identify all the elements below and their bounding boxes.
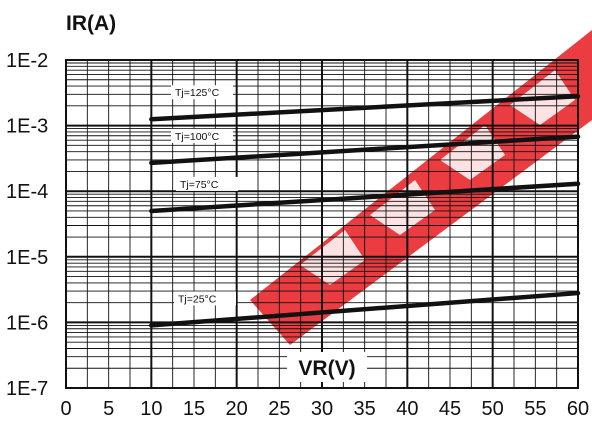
series-line-0 xyxy=(149,94,581,122)
y-tick-label: 1E-5 xyxy=(6,247,48,269)
x-tick-label: 50 xyxy=(482,398,504,420)
series-label-bg-2 xyxy=(176,176,238,191)
series-line-1 xyxy=(149,134,581,166)
y-tick-labels: 1E-7 1E-6 1E-5 1E-4 1E-3 1E-2 xyxy=(6,50,48,400)
x-tick-label: 40 xyxy=(396,398,418,420)
y-tick-label: 1E-4 xyxy=(6,181,48,203)
series-label-bg-3 xyxy=(174,291,236,306)
x-tick-label: 30 xyxy=(311,398,333,420)
plot-frame xyxy=(65,59,579,389)
series-label-1: Tj=100°C xyxy=(175,131,220,143)
x-tick-label: 15 xyxy=(183,398,205,420)
x-tick-label: 25 xyxy=(268,398,290,420)
watermark-letter-3 xyxy=(440,125,505,180)
series-line-3 xyxy=(149,290,581,328)
series-label-3: Tj=25°C xyxy=(178,293,217,305)
x-axis-title: VR(V) xyxy=(298,357,355,380)
curve-labels: Tj=125°C Tj=100°C Tj=75°C Tj=25°C xyxy=(171,85,238,306)
x-tick-label: 5 xyxy=(103,398,114,420)
y-tick-label: 1E-2 xyxy=(6,50,48,72)
y-tick-label: 1E-7 xyxy=(6,378,48,400)
x-axis-title-bg xyxy=(287,352,367,382)
series-line-2 xyxy=(149,181,581,214)
y-tick-label: 1E-6 xyxy=(6,312,48,334)
x-tick-label: 20 xyxy=(226,398,248,420)
x-tick-label: 0 xyxy=(60,398,71,420)
series-label-bg-0 xyxy=(171,85,233,100)
series-label-bg-1 xyxy=(171,128,233,143)
x-tick-label: 55 xyxy=(524,398,546,420)
x-tick-label: 60 xyxy=(567,398,589,420)
curves xyxy=(149,94,581,328)
series-label-2: Tj=75°C xyxy=(180,179,219,191)
x-tick-label: 45 xyxy=(439,398,461,420)
x-tick-label: 35 xyxy=(354,398,376,420)
series-label-0: Tj=125°C xyxy=(175,87,220,99)
x-tick-labels: 0 5 10 15 20 25 30 35 40 45 50 55 60 xyxy=(60,398,589,420)
plot-border xyxy=(65,59,579,389)
y-axis-title: IR(A) xyxy=(66,12,116,35)
x-tick-label: 10 xyxy=(140,398,162,420)
y-tick-label: 1E-3 xyxy=(6,116,48,138)
